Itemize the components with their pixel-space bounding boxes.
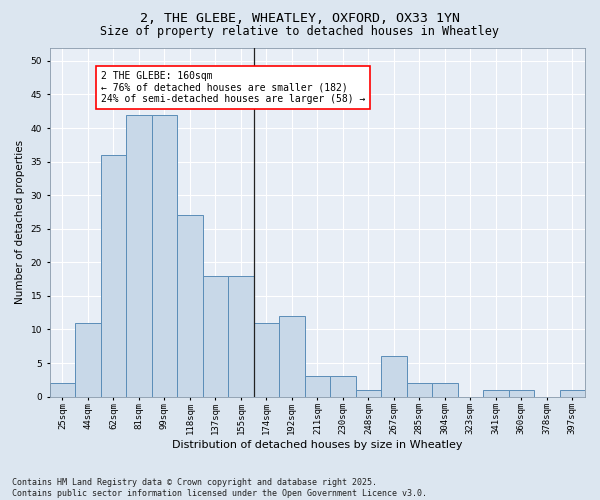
- Bar: [305, 376, 330, 396]
- Bar: [560, 390, 585, 396]
- Bar: [407, 383, 432, 396]
- Bar: [203, 276, 228, 396]
- Text: Size of property relative to detached houses in Wheatley: Size of property relative to detached ho…: [101, 25, 499, 38]
- Bar: [279, 316, 305, 396]
- Bar: [381, 356, 407, 397]
- Bar: [152, 114, 177, 396]
- Text: 2 THE GLEBE: 160sqm
← 76% of detached houses are smaller (182)
24% of semi-detac: 2 THE GLEBE: 160sqm ← 76% of detached ho…: [101, 71, 365, 104]
- Bar: [75, 323, 101, 396]
- Bar: [101, 155, 126, 396]
- Text: Contains HM Land Registry data © Crown copyright and database right 2025.
Contai: Contains HM Land Registry data © Crown c…: [12, 478, 427, 498]
- X-axis label: Distribution of detached houses by size in Wheatley: Distribution of detached houses by size …: [172, 440, 463, 450]
- Bar: [126, 114, 152, 396]
- Bar: [254, 323, 279, 396]
- Bar: [50, 383, 75, 396]
- Y-axis label: Number of detached properties: Number of detached properties: [15, 140, 25, 304]
- Text: 2, THE GLEBE, WHEATLEY, OXFORD, OX33 1YN: 2, THE GLEBE, WHEATLEY, OXFORD, OX33 1YN: [140, 12, 460, 26]
- Bar: [509, 390, 534, 396]
- Bar: [177, 216, 203, 396]
- Bar: [228, 276, 254, 396]
- Bar: [483, 390, 509, 396]
- Bar: [432, 383, 458, 396]
- Bar: [356, 390, 381, 396]
- Bar: [330, 376, 356, 396]
